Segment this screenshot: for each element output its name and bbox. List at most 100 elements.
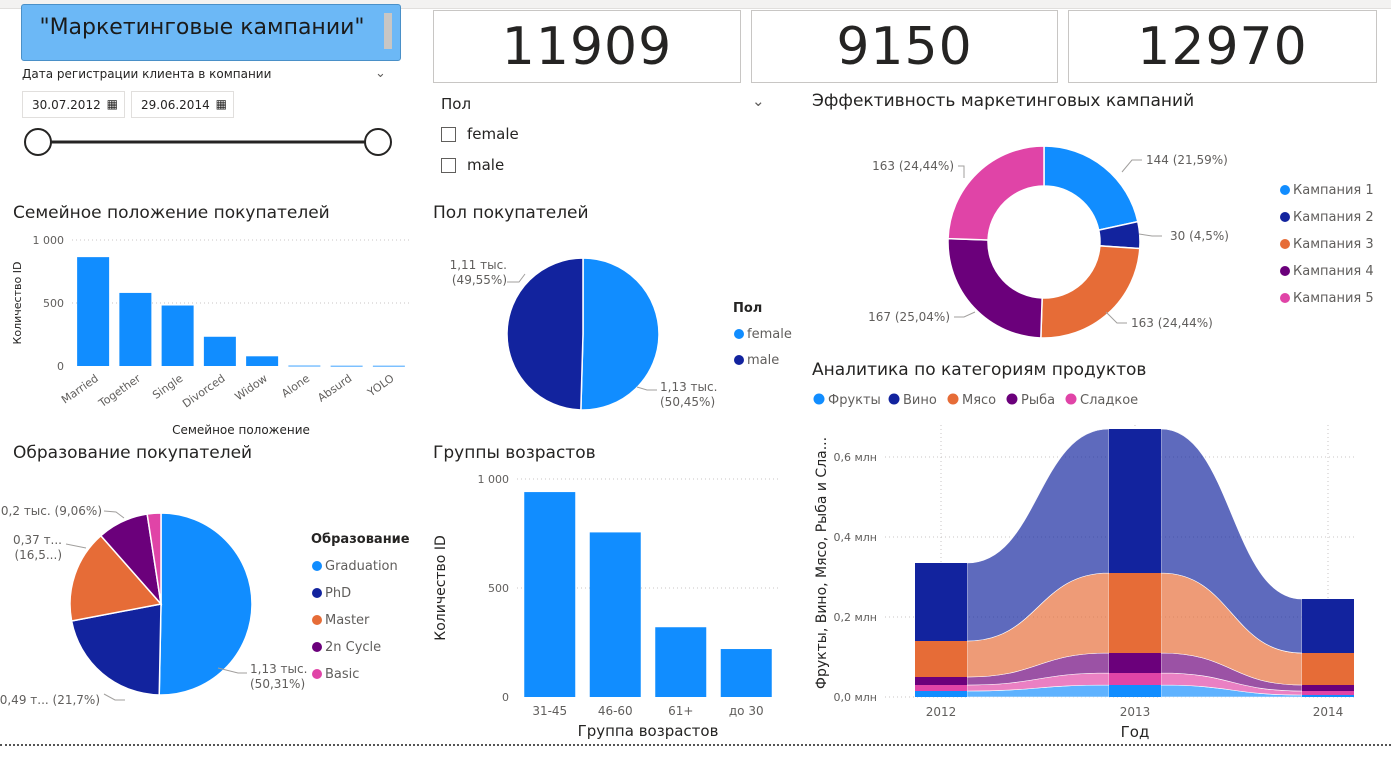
legend-marker xyxy=(1280,185,1290,195)
bar xyxy=(524,492,576,697)
data-label: 1,11 тыс. (49,55%) xyxy=(450,258,507,287)
label-leader xyxy=(1105,311,1127,324)
x-axis-label: Год xyxy=(1121,723,1150,741)
gender-slicer-chevron-icon[interactable]: ⌄ xyxy=(752,92,765,110)
top-strip xyxy=(0,0,1391,9)
pie-slice xyxy=(146,512,162,605)
x-tick-label: 61+ xyxy=(668,704,693,718)
x-tick-label: Widow xyxy=(233,372,270,404)
report-title-card: "Маркетинговые кампании" xyxy=(21,4,401,61)
legend-label: male xyxy=(747,353,779,368)
calendar-icon[interactable]: ▦ xyxy=(215,97,227,111)
y-tick-label: 500 xyxy=(43,297,64,310)
x-tick-label: 46-60 xyxy=(598,704,633,718)
data-label: 163 (24,44%) xyxy=(1131,316,1213,330)
label-leader xyxy=(65,543,87,549)
legend-label: Кампания 4 xyxy=(1293,264,1374,279)
gender-option-male[interactable]: male xyxy=(441,156,504,174)
products-chart-title: Аналитика по категориям продуктов xyxy=(812,360,1147,380)
y-tick-label: 0,2 млн xyxy=(833,611,877,624)
stacked-bar-segment xyxy=(915,677,967,685)
date-range-slider[interactable] xyxy=(20,124,400,160)
bar xyxy=(77,257,110,366)
data-label: 0,37 т... (16,5...) xyxy=(13,533,62,562)
y-tick-label: 500 xyxy=(488,582,509,595)
bar xyxy=(203,336,236,366)
date-start-input[interactable]: 30.07.2012 ▦ xyxy=(22,91,125,118)
data-label: 30 (4,5%) xyxy=(1170,229,1229,243)
x-tick-label: 2014 xyxy=(1313,705,1344,719)
stacked-bar-segment xyxy=(1109,573,1161,653)
bar xyxy=(589,532,641,697)
label-leader xyxy=(636,386,657,391)
data-label: 167 (25,04%) xyxy=(868,310,950,324)
bar xyxy=(119,292,152,366)
date-end-input[interactable]: 29.06.2014 ▦ xyxy=(131,91,234,118)
date-slicer-label: Дата регистрации клиента в компании xyxy=(22,67,272,81)
data-label: 144 (21,59%) xyxy=(1146,153,1228,167)
legend-label: Фрукты xyxy=(828,393,881,408)
label-leader xyxy=(1121,159,1142,173)
ribbon-band xyxy=(1160,428,1303,654)
label-leader xyxy=(958,165,965,178)
stacked-bar-segment xyxy=(1302,695,1354,697)
y-tick-label: 0,6 млн xyxy=(833,451,877,464)
y-tick-label: 0 xyxy=(57,360,64,373)
legend-marker xyxy=(1065,393,1077,405)
data-label: 163 (24,44%) xyxy=(872,159,954,173)
x-tick-label: Married xyxy=(59,372,101,407)
y-axis-label: Фрукты, Вино, Мясо, Рыба и Сла... xyxy=(814,437,830,689)
bar xyxy=(288,365,321,367)
x-tick-label: 2012 xyxy=(926,705,957,719)
gender-slicer-label: Пол xyxy=(441,95,472,113)
kpi-card-1: 11909 xyxy=(433,10,741,83)
report-title: "Маркетинговые кампании" xyxy=(39,15,365,40)
gender-option-female[interactable]: female xyxy=(441,125,519,143)
x-tick-label: Alone xyxy=(279,372,312,401)
legend-marker xyxy=(734,329,744,339)
x-tick-label: Single xyxy=(150,372,185,402)
stacked-bar-segment xyxy=(915,691,967,697)
pie-slice xyxy=(1043,145,1139,231)
pie-slice xyxy=(506,257,584,411)
stacked-bar-segment xyxy=(1302,653,1354,685)
legend-marker xyxy=(312,561,322,571)
x-tick-label: до 30 xyxy=(729,704,764,718)
label-leader xyxy=(954,311,976,318)
x-tick-label: YOLO xyxy=(364,372,396,400)
bar xyxy=(161,305,194,366)
slider-handle-start[interactable] xyxy=(24,128,52,156)
bar xyxy=(655,627,707,697)
stacked-bar-segment xyxy=(915,563,967,641)
title-scrollbar[interactable] xyxy=(384,13,392,49)
slider-handle-end[interactable] xyxy=(364,128,392,156)
legend-label: female xyxy=(747,327,792,342)
kpi-value: 9150 xyxy=(836,16,973,77)
page-bottom-border xyxy=(0,744,1391,746)
campaigns-donut-chart: 144 (21,59%) 30 (4,5%) 163 (24,44%) 167 (25… xyxy=(868,145,1374,339)
legend-title: Пол xyxy=(733,301,762,316)
legend-label: Master xyxy=(325,613,370,628)
kpi-card-3: 12970 xyxy=(1068,10,1377,83)
label-leader xyxy=(507,273,526,283)
date-slicer-chevron-icon[interactable]: ⌄ xyxy=(375,66,386,81)
legend-marker xyxy=(1280,266,1290,276)
bar xyxy=(330,365,363,367)
legend-marker xyxy=(947,393,959,405)
pie-slice xyxy=(70,603,162,696)
pie-slice xyxy=(158,512,253,696)
checkbox[interactable] xyxy=(441,126,456,142)
legend-marker xyxy=(312,642,322,652)
data-label: 1,13 тыс. (50,31%) xyxy=(250,662,307,691)
legend-label: Кампания 2 xyxy=(1293,210,1374,225)
x-tick-label: Divorced xyxy=(180,372,227,411)
label-leader xyxy=(103,693,125,701)
legend-label: Кампания 5 xyxy=(1293,291,1374,306)
legend-marker xyxy=(1280,239,1290,249)
legend-label: PhD xyxy=(325,586,351,601)
stacked-bar-segment xyxy=(1109,685,1161,697)
calendar-icon[interactable]: ▦ xyxy=(106,97,118,111)
gender-option-label: male xyxy=(467,156,505,174)
checkbox[interactable] xyxy=(441,157,456,173)
stacked-bar-segment xyxy=(1302,691,1354,695)
